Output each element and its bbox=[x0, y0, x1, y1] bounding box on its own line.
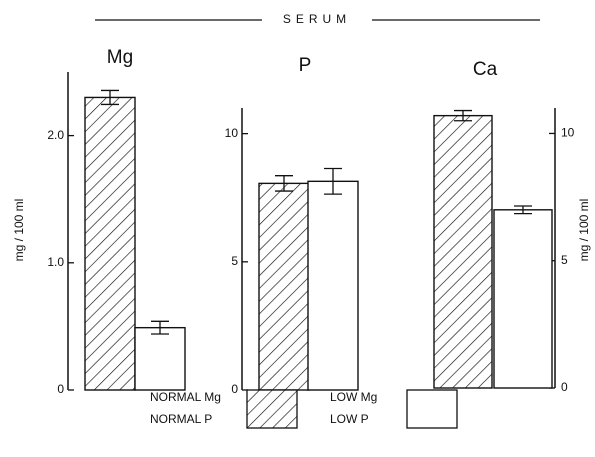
header-title: SERUM bbox=[283, 12, 351, 26]
y-tick-label: 2.0 bbox=[47, 128, 64, 142]
panel-title: Ca bbox=[473, 59, 498, 80]
y-tick-label: 1.0 bbox=[47, 255, 64, 269]
y-tick-label: 0 bbox=[561, 380, 568, 394]
error-bar bbox=[514, 205, 532, 215]
bar bbox=[258, 182, 310, 391]
y-tick-label: 0 bbox=[57, 382, 64, 396]
bar bbox=[493, 209, 553, 389]
y-tick-label: 5 bbox=[561, 253, 568, 267]
error-bar bbox=[454, 109, 472, 122]
bar bbox=[134, 326, 186, 391]
y-tick-label: 10 bbox=[561, 126, 575, 140]
legend-swatch bbox=[246, 389, 298, 429]
bar bbox=[433, 114, 493, 389]
y-axis-label: mg / 100 ml bbox=[12, 199, 26, 262]
error-bar bbox=[101, 89, 119, 106]
y-tick-label: 10 bbox=[225, 126, 239, 140]
panel-title: Mg bbox=[107, 47, 133, 68]
error-bar bbox=[324, 167, 342, 195]
panel-title: P bbox=[299, 55, 312, 76]
error-bar bbox=[275, 175, 293, 192]
legend-label: LOW P bbox=[330, 412, 369, 426]
legend-label: NORMAL P bbox=[150, 412, 212, 426]
legend-label: LOW Mg bbox=[330, 390, 377, 404]
legend-label: NORMAL Mg bbox=[150, 390, 221, 404]
bar bbox=[84, 96, 136, 391]
legend-swatch bbox=[406, 389, 458, 429]
error-bar bbox=[151, 320, 169, 335]
y-tick-label: 0 bbox=[231, 382, 238, 396]
y-axis-label: mg / 100 ml bbox=[577, 199, 591, 262]
y-tick-label: 5 bbox=[231, 254, 238, 268]
bar bbox=[307, 180, 359, 391]
